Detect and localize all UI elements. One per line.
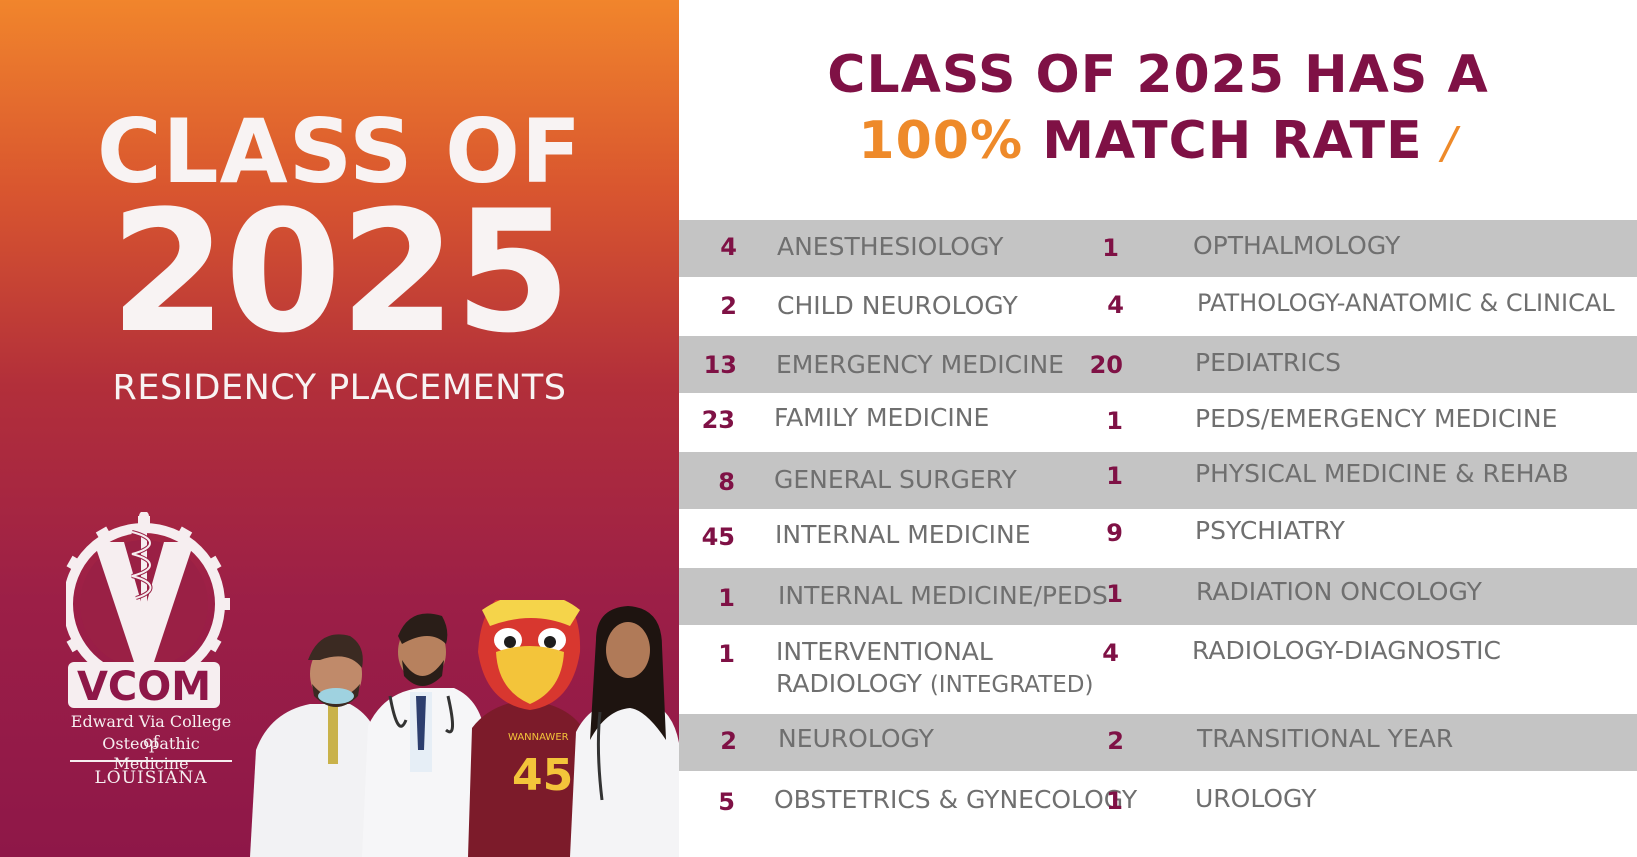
placement-count: 1 bbox=[1102, 234, 1119, 262]
placement-count: 23 bbox=[701, 406, 735, 434]
placement-specialty: EMERGENCY MEDICINE bbox=[776, 350, 1064, 379]
heading-year: 2025 bbox=[109, 174, 572, 370]
student-2-figure bbox=[362, 613, 486, 857]
placement-specialty: PATHOLOGY-ANATOMIC & CLINICAL bbox=[1197, 289, 1615, 317]
left-panel: CLASS OF 2025 RESIDENCY PLACEMENTS bbox=[0, 0, 679, 857]
right-panel: CLASS OF 2025 HAS A 100% MATCH RATE / 4 … bbox=[679, 0, 1637, 857]
placement-specialty: PEDIATRICS bbox=[1195, 348, 1341, 377]
mascot-jersey-number: 45 bbox=[512, 750, 573, 801]
subheading-residency-placements: RESIDENCY PLACEMENTS bbox=[112, 368, 567, 408]
placement-count: 1 bbox=[1106, 787, 1123, 815]
table-row-band-1 bbox=[679, 220, 1637, 277]
headline-line1: CLASS OF 2025 HAS A bbox=[827, 45, 1489, 105]
placement-count: 13 bbox=[703, 351, 737, 379]
college-name-line2: Osteopathic Medicine bbox=[102, 734, 200, 773]
placement-count: 1 bbox=[1106, 407, 1123, 435]
placement-specialty: PSYCHIATRY bbox=[1195, 516, 1345, 545]
placement-specialty: FAMILY MEDICINE bbox=[774, 403, 990, 432]
placement-specialty: CHILD NEUROLOGY bbox=[777, 291, 1018, 320]
college-state: LOUISIANA bbox=[94, 768, 208, 788]
table-row-band-4 bbox=[679, 568, 1637, 625]
vcom-caduceus-gear-logo-icon: VCOM bbox=[58, 511, 230, 710]
placement-count: 5 bbox=[718, 788, 735, 816]
placement-specialty: PEDS/EMERGENCY MEDICINE bbox=[1195, 404, 1558, 433]
heading-class-of: CLASS OF bbox=[96, 100, 583, 203]
hawk-mascot-figure: WANNAWER 45 bbox=[468, 600, 588, 857]
placement-count: 1 bbox=[718, 640, 735, 668]
placement-specialty: RADIATION ONCOLOGY bbox=[1196, 577, 1482, 606]
mascot-jersey-text: WANNAWER bbox=[508, 732, 569, 743]
vcom-logo: VCOM Edward Via College of Osteopathic M… bbox=[58, 511, 236, 802]
placement-specialty: OBSTETRICS & GYNECOLOGY bbox=[774, 785, 1138, 814]
table-row-band-5 bbox=[679, 714, 1637, 771]
placement-count: 2 bbox=[720, 727, 737, 755]
placement-count: 4 bbox=[720, 233, 737, 261]
placement-count: 20 bbox=[1089, 351, 1123, 379]
table-row-band-3 bbox=[679, 452, 1637, 509]
match-rate-percent: 100% bbox=[858, 111, 1024, 171]
placement-specialty-line2: RADIOLOGY (INTEGRATED) bbox=[776, 668, 1093, 701]
placement-specialty: NEUROLOGY bbox=[778, 724, 934, 753]
placement-specialty: INTERNAL MEDICINE/PEDS bbox=[778, 581, 1108, 610]
placement-specialty: OPTHALMOLOGY bbox=[1193, 231, 1401, 260]
match-rate-headline: CLASS OF 2025 HAS A 100% MATCH RATE / bbox=[679, 42, 1637, 177]
placement-count: 2 bbox=[720, 292, 737, 320]
placement-specialty: INTERNAL MEDICINE bbox=[775, 520, 1031, 549]
placement-specialty: RADIOLOGY-DIAGNOSTIC bbox=[1192, 636, 1501, 665]
placement-count: 1 bbox=[1106, 462, 1123, 490]
placement-count: 1 bbox=[1106, 580, 1123, 608]
student-3-figure bbox=[570, 606, 679, 857]
placement-count: 4 bbox=[1102, 639, 1119, 667]
placement-specialty: TRANSITIONAL YEAR bbox=[1197, 724, 1454, 753]
placement-specialty: GENERAL SURGERY bbox=[774, 465, 1017, 494]
placement-count: 1 bbox=[718, 584, 735, 612]
placement-specialty: PHYSICAL MEDICINE & REHAB bbox=[1195, 459, 1569, 488]
logo-divider bbox=[70, 760, 232, 762]
placement-count: 4 bbox=[1107, 291, 1124, 319]
placement-count: 45 bbox=[701, 523, 735, 551]
students-and-mascot-photo: WANNAWER 45 bbox=[250, 600, 679, 857]
placement-specialty-line2-main: RADIOLOGY bbox=[776, 669, 922, 698]
college-name-line1: Edward Via College of bbox=[70, 712, 232, 751]
headline-line2: 100% MATCH RATE / bbox=[679, 108, 1637, 177]
vcom-wordmark: VCOM bbox=[77, 664, 211, 710]
placement-specialty-note: (INTEGRATED) bbox=[929, 672, 1094, 698]
placement-count: 9 bbox=[1106, 519, 1123, 547]
check-mark-icon: / bbox=[1441, 118, 1458, 169]
placement-specialty: ANESTHESIOLOGY bbox=[777, 232, 1004, 261]
student-1-figure bbox=[250, 634, 382, 857]
placement-specialty: INTERVENTIONAL bbox=[776, 637, 993, 666]
placement-count: 8 bbox=[718, 468, 735, 496]
placement-specialty: UROLOGY bbox=[1195, 784, 1317, 813]
match-rate-text: MATCH RATE bbox=[1042, 111, 1423, 171]
placement-count: 2 bbox=[1107, 727, 1124, 755]
table-row-band-2 bbox=[679, 336, 1637, 393]
